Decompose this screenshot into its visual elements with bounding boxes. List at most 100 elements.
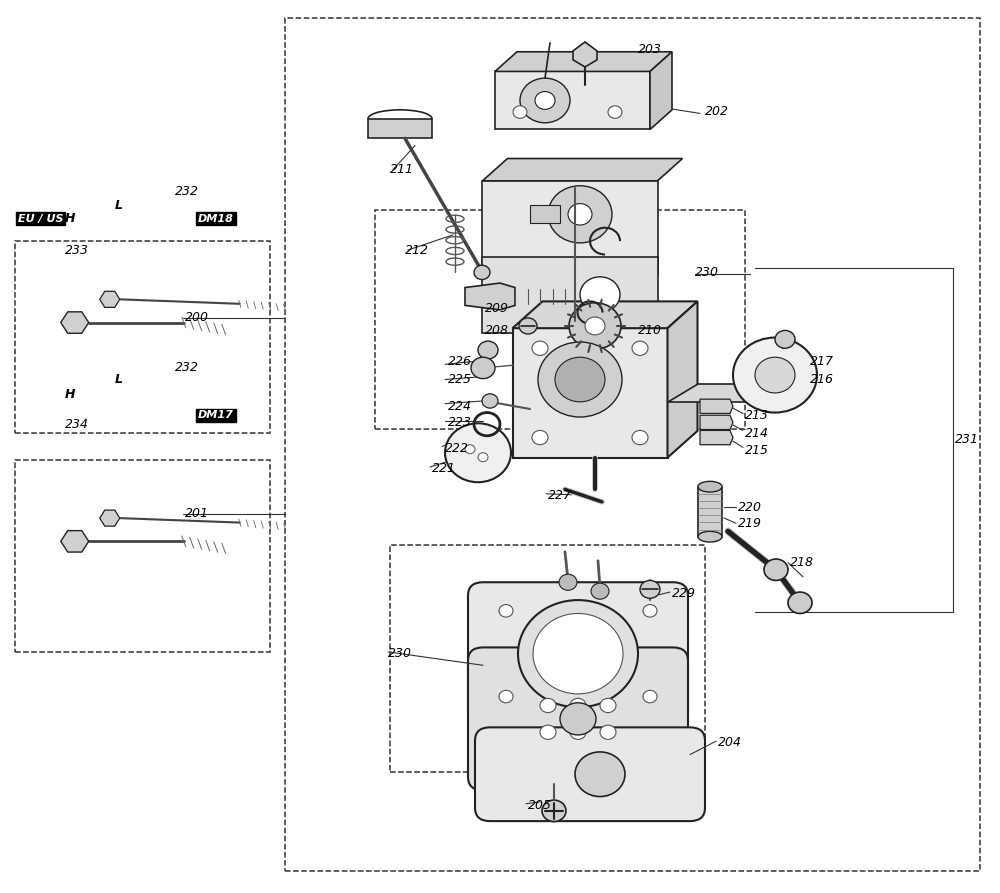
Circle shape <box>548 186 612 243</box>
Text: 203: 203 <box>638 43 662 55</box>
FancyBboxPatch shape <box>475 727 705 822</box>
FancyBboxPatch shape <box>468 582 688 725</box>
Text: 227: 227 <box>548 489 572 502</box>
Circle shape <box>471 357 495 379</box>
Ellipse shape <box>698 481 722 492</box>
Bar <box>375 210 745 429</box>
Text: 219: 219 <box>738 517 762 530</box>
Text: H: H <box>65 388 76 401</box>
Text: 208: 208 <box>485 324 509 337</box>
Circle shape <box>643 690 657 703</box>
Circle shape <box>608 106 622 118</box>
Ellipse shape <box>698 531 722 542</box>
Polygon shape <box>668 301 698 457</box>
Polygon shape <box>700 399 733 413</box>
Circle shape <box>569 303 621 349</box>
Bar <box>15 241 270 433</box>
Circle shape <box>600 725 616 739</box>
Circle shape <box>519 318 537 334</box>
Polygon shape <box>650 52 672 129</box>
Text: 222: 222 <box>445 442 469 455</box>
Text: 218: 218 <box>790 556 814 569</box>
Text: 201: 201 <box>185 507 209 520</box>
Circle shape <box>559 574 577 590</box>
Polygon shape <box>512 328 668 457</box>
Circle shape <box>445 423 511 482</box>
Circle shape <box>575 752 625 797</box>
Text: 220: 220 <box>738 501 762 513</box>
Circle shape <box>465 445 475 454</box>
Circle shape <box>478 453 488 462</box>
Circle shape <box>513 106 527 118</box>
Polygon shape <box>668 384 748 402</box>
Text: L: L <box>115 373 123 386</box>
Bar <box>285 18 980 871</box>
Circle shape <box>788 592 812 613</box>
Text: 215: 215 <box>745 445 769 457</box>
Text: 232: 232 <box>175 362 199 374</box>
Text: DM17: DM17 <box>198 410 234 421</box>
Text: 231: 231 <box>955 433 979 446</box>
Circle shape <box>643 605 657 617</box>
Circle shape <box>542 800 566 822</box>
Text: 212: 212 <box>405 244 429 256</box>
Circle shape <box>632 341 648 355</box>
Text: 217: 217 <box>810 355 834 368</box>
Text: 224: 224 <box>448 400 472 413</box>
Circle shape <box>555 357 605 402</box>
Circle shape <box>533 613 623 694</box>
Polygon shape <box>573 42 597 67</box>
Polygon shape <box>465 283 515 310</box>
Text: L: L <box>115 199 123 212</box>
Polygon shape <box>495 71 650 129</box>
Circle shape <box>560 703 596 735</box>
Text: 232: 232 <box>175 186 199 198</box>
Circle shape <box>538 342 622 417</box>
Polygon shape <box>700 430 733 445</box>
Circle shape <box>764 559 788 580</box>
Text: 214: 214 <box>745 427 769 439</box>
Circle shape <box>535 92 555 110</box>
Polygon shape <box>368 119 432 138</box>
Text: 225: 225 <box>448 373 472 386</box>
Polygon shape <box>482 257 658 332</box>
Text: 229: 229 <box>672 588 696 600</box>
Text: 211: 211 <box>390 163 414 176</box>
Circle shape <box>580 277 620 313</box>
Circle shape <box>568 204 592 225</box>
Polygon shape <box>61 530 89 552</box>
Text: 233: 233 <box>65 244 89 256</box>
Polygon shape <box>100 291 120 307</box>
Circle shape <box>499 605 513 617</box>
Circle shape <box>570 698 586 713</box>
Text: DM18: DM18 <box>198 213 234 224</box>
Text: H: H <box>65 213 76 225</box>
Text: 200: 200 <box>185 311 209 323</box>
Text: 216: 216 <box>810 373 834 386</box>
Text: EU / US: EU / US <box>18 213 64 224</box>
Circle shape <box>540 698 556 713</box>
Bar <box>698 487 722 537</box>
Polygon shape <box>512 301 698 328</box>
Circle shape <box>474 265 490 280</box>
Text: 234: 234 <box>65 418 89 430</box>
Circle shape <box>532 341 548 355</box>
Circle shape <box>591 583 609 599</box>
Circle shape <box>755 357 795 393</box>
Circle shape <box>520 79 570 123</box>
Polygon shape <box>61 312 89 333</box>
Circle shape <box>600 698 616 713</box>
Text: 202: 202 <box>705 105 729 118</box>
Circle shape <box>478 341 498 359</box>
Text: 209: 209 <box>485 302 509 314</box>
Polygon shape <box>100 510 120 526</box>
Circle shape <box>532 430 548 445</box>
Circle shape <box>585 317 605 335</box>
Polygon shape <box>530 205 560 223</box>
Circle shape <box>570 725 586 739</box>
Text: 230: 230 <box>695 266 719 279</box>
Circle shape <box>499 690 513 703</box>
Text: 210: 210 <box>638 324 662 337</box>
Circle shape <box>540 725 556 739</box>
Text: 221: 221 <box>432 463 456 475</box>
